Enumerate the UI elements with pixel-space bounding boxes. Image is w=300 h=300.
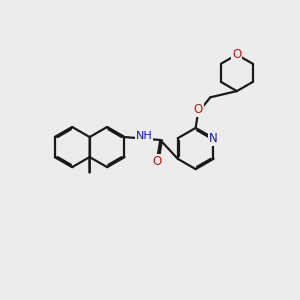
Text: O: O <box>153 155 162 168</box>
Text: O: O <box>194 103 203 116</box>
Text: O: O <box>232 48 242 61</box>
Text: NH: NH <box>135 130 152 141</box>
Text: N: N <box>209 132 218 145</box>
